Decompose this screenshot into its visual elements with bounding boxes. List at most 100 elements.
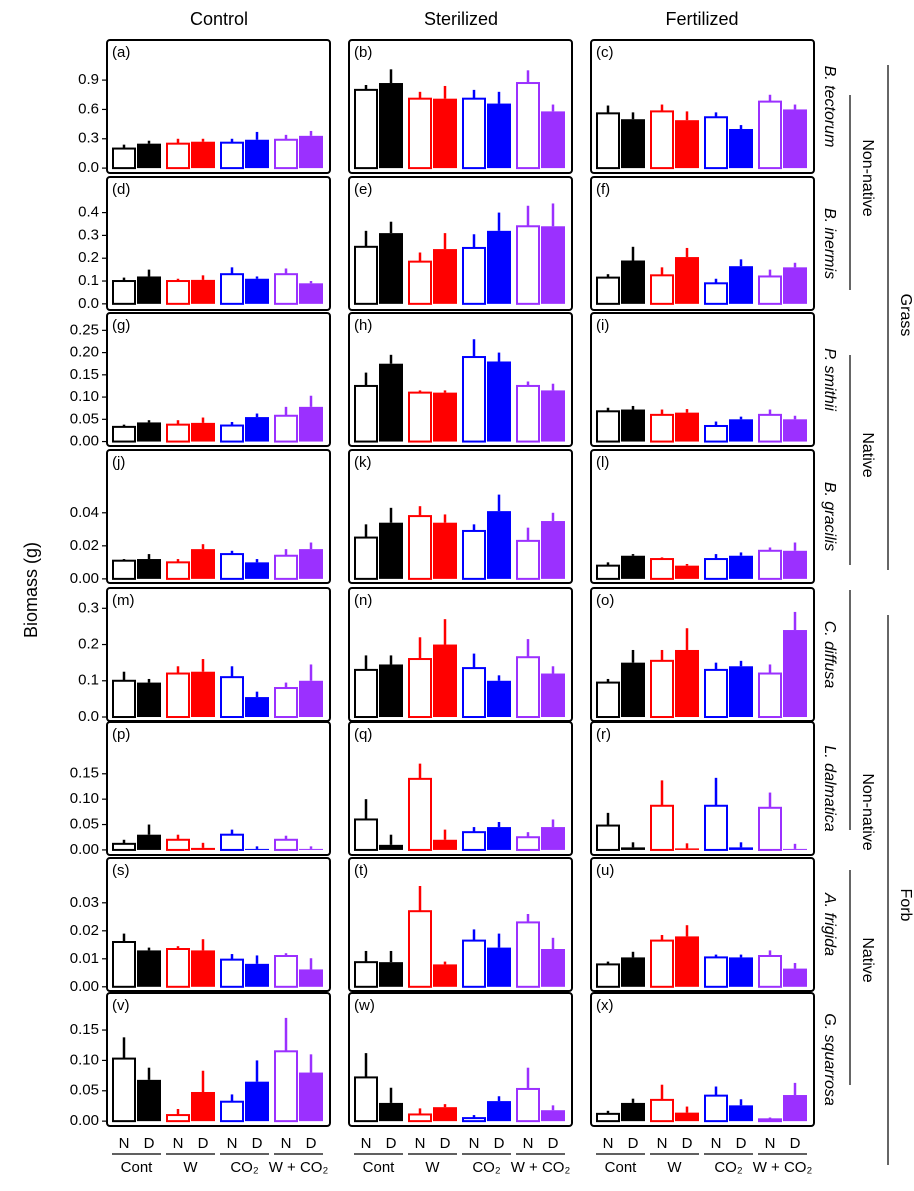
bar	[137, 834, 161, 850]
panel-label: (d)	[112, 181, 130, 198]
y-tick-label: 0.00	[70, 978, 99, 995]
bar	[354, 818, 378, 851]
bar	[704, 956, 728, 988]
bar	[112, 559, 136, 580]
bar	[166, 1114, 190, 1123]
y-tick-label: 0.10	[70, 1051, 99, 1068]
panel-frame	[590, 721, 815, 856]
panel-frame	[106, 857, 331, 992]
bar	[166, 423, 190, 443]
bar	[596, 681, 620, 719]
bar	[220, 553, 244, 580]
y-tick-label: 0.04	[70, 504, 99, 521]
panel-frame	[590, 992, 815, 1127]
level-label: D	[252, 1135, 263, 1152]
bar	[379, 233, 403, 304]
level-label: D	[144, 1135, 155, 1152]
bar	[166, 280, 190, 305]
bar	[596, 1112, 620, 1123]
y-tick-label: 0.0	[78, 159, 99, 176]
bar	[621, 662, 645, 718]
bar	[621, 260, 645, 304]
bar	[245, 417, 269, 442]
bar	[462, 831, 486, 851]
bar	[541, 1110, 565, 1122]
panel-label: (f)	[596, 181, 610, 198]
level-label: N	[119, 1135, 130, 1152]
level-label: D	[440, 1135, 451, 1152]
level-label: D	[494, 1135, 505, 1152]
species-label: B. gracilis	[821, 482, 838, 551]
bar	[462, 356, 486, 443]
species-label: A. frigida	[821, 892, 838, 956]
bar	[675, 1112, 699, 1122]
bar	[729, 128, 753, 169]
bar	[516, 82, 540, 170]
bar	[541, 949, 565, 987]
bar	[274, 838, 298, 851]
bar	[758, 955, 782, 988]
level-label: D	[198, 1135, 209, 1152]
subgroup-label: Native	[859, 432, 876, 477]
bar	[354, 536, 378, 580]
y-tick-label: 0.3	[78, 130, 99, 147]
panel-frame	[348, 992, 573, 1127]
panel-label: (w)	[354, 997, 375, 1014]
bar	[245, 1081, 269, 1122]
species-label: B. tectorum	[821, 66, 838, 148]
bar	[433, 644, 457, 718]
bar	[729, 555, 753, 579]
bar	[462, 529, 486, 580]
treatment-label: W	[183, 1159, 198, 1176]
panel-frame	[590, 857, 815, 992]
level-label: N	[711, 1135, 722, 1152]
bar	[462, 246, 486, 305]
level-label: N	[603, 1135, 614, 1152]
group-label: Forb	[897, 889, 914, 922]
column-title: Sterilized	[424, 9, 498, 29]
panel-frame	[348, 39, 573, 174]
y-tick-label: 0.2	[78, 636, 99, 653]
level-label: D	[790, 1135, 801, 1152]
bar	[379, 844, 403, 850]
bar	[516, 836, 540, 851]
panel-label: (m)	[112, 592, 135, 609]
bar	[112, 425, 136, 443]
bar	[112, 1057, 136, 1123]
bar	[433, 1107, 457, 1122]
y-tick-label: 0.1	[78, 672, 99, 689]
bar	[299, 680, 323, 718]
bar	[408, 777, 432, 851]
y-tick-label: 0.15	[70, 366, 99, 383]
treatment-label: Cont	[605, 1159, 638, 1176]
y-tick-label: 0.00	[70, 433, 99, 450]
panel-frame	[590, 176, 815, 311]
bar	[220, 424, 244, 443]
y-tick-label: 0.02	[70, 922, 99, 939]
level-label: D	[736, 1135, 747, 1152]
bar	[191, 671, 215, 718]
bar	[783, 630, 807, 718]
bar	[408, 391, 432, 443]
bar	[516, 225, 540, 305]
bar	[245, 139, 269, 169]
bar	[220, 1100, 244, 1123]
y-tick-label: 0.01	[70, 950, 99, 967]
bar	[650, 1098, 674, 1123]
panel-frame	[348, 857, 573, 992]
bar	[758, 1118, 782, 1123]
treatment-label: W + CO₂	[753, 1159, 813, 1176]
y-tick-label: 0.02	[70, 537, 99, 554]
panel-frame	[106, 312, 331, 447]
y-tick-label: 0.10	[70, 388, 99, 405]
bar	[621, 847, 645, 850]
panel-frame	[106, 176, 331, 311]
species-label: G. squarrosa	[821, 1013, 838, 1106]
treatment-label: W	[425, 1159, 440, 1176]
bar	[675, 936, 699, 987]
bar	[408, 910, 432, 988]
bar	[299, 969, 323, 987]
bar	[758, 806, 782, 851]
bar	[166, 948, 190, 988]
bar	[541, 673, 565, 718]
